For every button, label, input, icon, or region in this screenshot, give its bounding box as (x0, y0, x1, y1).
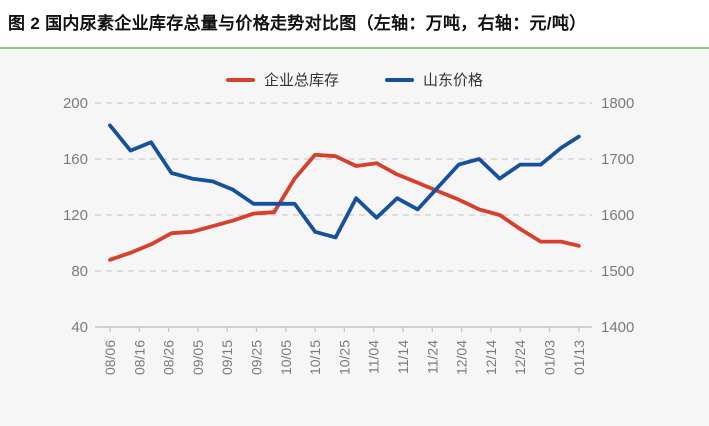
x-axis-tick-label: 10/25 (336, 340, 352, 375)
y-axis-left-tick-label: 40 (71, 319, 88, 336)
y-axis-left-tick-label: 120 (63, 207, 88, 224)
x-axis-tick-label: 12/04 (454, 340, 470, 375)
x-axis-tick-label: 08/16 (131, 340, 147, 375)
green-divider (0, 47, 709, 49)
legend-item-price[interactable]: 山东价格 (385, 69, 483, 90)
x-axis-tick-label: 09/25 (249, 340, 265, 375)
legend-label-inventory: 企业总库存 (263, 72, 339, 89)
x-axis-tick-label: 10/15 (307, 340, 323, 375)
x-axis-tick-label: 10/05 (278, 340, 294, 375)
x-axis-tick-label: 09/05 (190, 340, 206, 375)
y-axis-left-tick-label: 160 (63, 151, 88, 168)
series-line-price (108, 123, 581, 240)
x-axis-tick-label: 08/26 (161, 340, 177, 375)
y-axis-right-tick-label: 1500 (601, 263, 634, 280)
y-axis-right-tick-label: 1400 (601, 319, 634, 336)
y-axis-right-tick-label: 1800 (601, 95, 634, 112)
x-axis-tick-label: 11/04 (366, 340, 382, 374)
legend-line-blue-icon (385, 77, 414, 82)
legend-item-inventory[interactable]: 企业总库存 (225, 69, 339, 90)
legend-label-price: 山东价格 (423, 72, 484, 89)
x-axis-tick-label: 12/24 (512, 340, 528, 375)
chart-legend: 企业总库存 山东价格 (0, 69, 709, 90)
x-axis-tick-label: 12/14 (483, 340, 499, 375)
figure-title: 图 2 国内尿素企业库存总量与价格走势对比图（左轴：万吨，右轴：元/吨） (8, 14, 587, 33)
series-line-inventory (108, 152, 581, 262)
y-axis-right-tick-label: 1700 (601, 151, 634, 168)
y-axis-left-tick-label: 200 (63, 95, 88, 112)
y-axis-left-tick-label: 80 (71, 263, 88, 280)
y-axis-right-tick-label: 1600 (601, 207, 634, 224)
title-bar: 图 2 国内尿素企业库存总量与价格走势对比图（左轴：万吨，右轴：元/吨） (0, 0, 709, 47)
legend-line-red-icon (225, 77, 255, 82)
x-axis-tick-label: 08/06 (102, 340, 118, 375)
x-axis-tick-label: 11/24 (424, 340, 440, 374)
x-axis-tick-label: 09/15 (219, 340, 235, 375)
x-axis-tick-label: 11/14 (395, 340, 411, 374)
x-axis-tick-label: 01/13 (571, 340, 587, 375)
x-axis-tick-label: 01/03 (542, 340, 558, 375)
